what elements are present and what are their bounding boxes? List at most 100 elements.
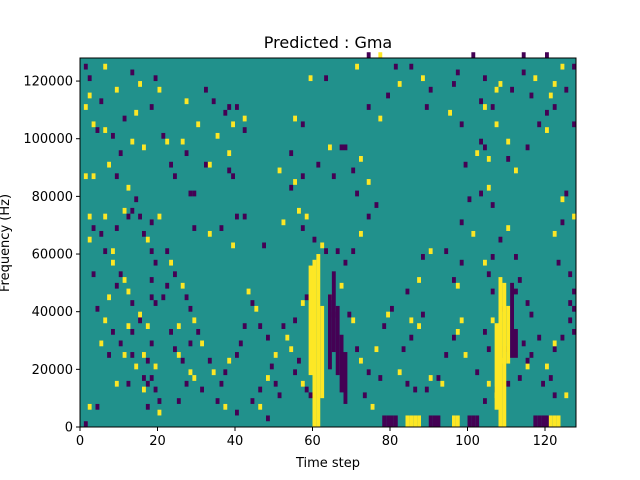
heatmap-cell (266, 334, 270, 341)
x-tick-label: 0 (76, 434, 84, 449)
heatmap-cell (494, 86, 499, 93)
heatmap-cell (506, 305, 511, 364)
heatmap-cell (452, 277, 456, 283)
heatmap-cell (428, 415, 433, 427)
heatmap-cell (180, 357, 185, 364)
heatmap-cell (490, 317, 495, 324)
heatmap-cell (91, 173, 96, 180)
y-axis-label: Frequency (Hz) (0, 194, 13, 292)
heatmap-cell (103, 317, 108, 324)
heatmap-cell (219, 380, 224, 387)
heatmap-cell (335, 305, 340, 376)
heatmap-cell (382, 323, 387, 329)
heatmap-cell (188, 369, 193, 376)
heatmap-cell (130, 328, 135, 335)
heatmap-cell (87, 236, 92, 243)
heatmap-cell (300, 121, 305, 128)
heatmap-cell (149, 294, 154, 301)
heatmap-cell (281, 323, 286, 329)
heatmap-cell (572, 328, 576, 335)
heatmap-cell (277, 392, 282, 399)
heatmap-cell (83, 104, 88, 110)
heatmap-cell (157, 409, 162, 416)
heatmap-cell (111, 259, 115, 266)
heatmap-cell (215, 132, 220, 139)
heatmap-cell (258, 403, 263, 410)
heatmap-cell (176, 352, 181, 358)
heatmap-cell (312, 259, 317, 427)
heatmap-cell (347, 311, 352, 318)
heatmap-cell (173, 173, 177, 180)
heatmap-cell (475, 369, 480, 376)
heatmap-cell (254, 305, 259, 312)
heatmap-cell (366, 104, 371, 110)
heatmap-cell (235, 352, 239, 358)
heatmap-cell (130, 352, 135, 358)
heatmap-cell (138, 81, 142, 87)
heatmap-cell (548, 415, 553, 427)
heatmap-cell (556, 415, 561, 427)
heatmap-cell (413, 386, 418, 393)
heatmap-cell (339, 144, 344, 151)
heatmap-cell (471, 415, 476, 427)
heatmap-cell (188, 305, 193, 312)
heatmap-cell (142, 230, 146, 237)
heatmap-cell (552, 346, 557, 353)
heatmap-cell (560, 196, 565, 203)
heatmap-cell (560, 63, 565, 70)
heatmap-cell (428, 248, 433, 255)
heatmap-cell (498, 236, 503, 243)
heatmap-cell (126, 288, 131, 295)
heatmap-cell (130, 207, 135, 214)
heatmap-cell (149, 340, 154, 347)
heatmap-cell (517, 277, 522, 283)
heatmap-cell (273, 380, 278, 387)
heatmap-cell (300, 300, 305, 306)
heatmap-cell (138, 213, 142, 220)
heatmap-cell (556, 259, 561, 266)
heatmap-cell (560, 334, 565, 341)
heatmap-cell (95, 305, 100, 312)
heatmap-cell (207, 161, 212, 168)
heatmap-cell (165, 282, 170, 289)
heatmap-cell (514, 328, 518, 358)
heatmap-cell (568, 317, 573, 324)
heatmap-cell (424, 386, 429, 393)
heatmap-cell (343, 144, 348, 151)
heatmap-cell (142, 375, 146, 381)
x-tick-label: 60 (304, 434, 321, 449)
heatmap-cell (308, 75, 313, 82)
heatmap-cell (111, 132, 115, 139)
heatmap-cell (320, 305, 325, 399)
heatmap-cell (192, 317, 197, 324)
heatmap-cell (548, 92, 553, 99)
heatmap-cell (390, 415, 394, 427)
heatmap-cell (157, 213, 162, 220)
heatmap-cell (126, 184, 131, 191)
heatmap-cell (95, 403, 100, 410)
x-tick-label: 100 (455, 434, 480, 449)
heatmap-cell (568, 271, 573, 278)
heatmap-cell (351, 317, 356, 324)
heatmap-cell (486, 184, 491, 191)
heatmap-cell (235, 104, 239, 110)
heatmap-cell (223, 403, 228, 410)
heatmap-cell (95, 127, 100, 133)
y-tick-label: 40000 (32, 305, 73, 320)
heatmap-cell (126, 323, 131, 329)
heatmap-cell (545, 127, 549, 133)
heatmap-cell (289, 184, 294, 191)
heatmap-cell (289, 346, 294, 353)
heatmap-cell (196, 328, 201, 335)
heatmap-cell (366, 213, 371, 220)
heatmap-cell (231, 121, 235, 128)
heatmap-cell (545, 109, 549, 116)
heatmap-cell (506, 225, 511, 231)
heatmap-cell (529, 92, 534, 99)
heatmap-cell (145, 236, 150, 243)
heatmap-cell (211, 369, 216, 376)
y-axis: 0 20000 40000 60000 80000 100000 120000 (23, 75, 80, 436)
heatmap-cell (486, 346, 491, 353)
heatmap-cell (552, 230, 557, 237)
heatmap-cell (242, 323, 247, 329)
